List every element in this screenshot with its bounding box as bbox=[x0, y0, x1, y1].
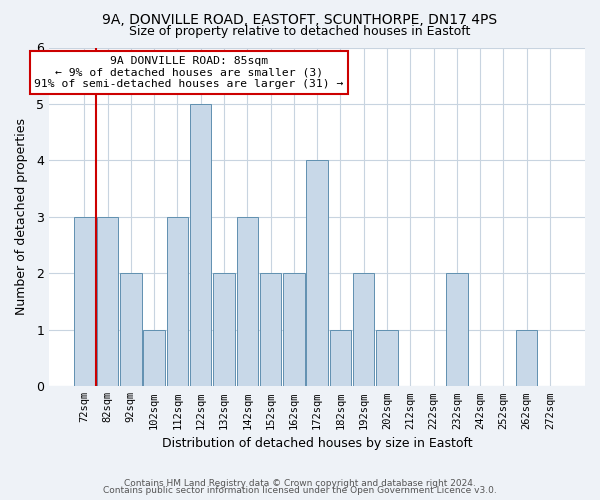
Bar bbox=[376, 330, 398, 386]
Bar bbox=[213, 274, 235, 386]
Text: 9A DONVILLE ROAD: 85sqm
← 9% of detached houses are smaller (3)
91% of semi-deta: 9A DONVILLE ROAD: 85sqm ← 9% of detached… bbox=[34, 56, 344, 89]
Bar bbox=[143, 330, 165, 386]
Y-axis label: Number of detached properties: Number of detached properties bbox=[15, 118, 28, 316]
Bar bbox=[236, 217, 258, 386]
Bar bbox=[446, 274, 467, 386]
Bar bbox=[353, 274, 374, 386]
Bar bbox=[97, 217, 118, 386]
Text: 9A, DONVILLE ROAD, EASTOFT, SCUNTHORPE, DN17 4PS: 9A, DONVILLE ROAD, EASTOFT, SCUNTHORPE, … bbox=[103, 12, 497, 26]
Bar bbox=[190, 104, 211, 387]
Text: Contains public sector information licensed under the Open Government Licence v3: Contains public sector information licen… bbox=[103, 486, 497, 495]
Bar bbox=[74, 217, 95, 386]
X-axis label: Distribution of detached houses by size in Eastoft: Distribution of detached houses by size … bbox=[162, 437, 472, 450]
Text: Size of property relative to detached houses in Eastoft: Size of property relative to detached ho… bbox=[130, 25, 470, 38]
Bar bbox=[329, 330, 351, 386]
Text: Contains HM Land Registry data © Crown copyright and database right 2024.: Contains HM Land Registry data © Crown c… bbox=[124, 478, 476, 488]
Bar bbox=[307, 160, 328, 386]
Bar bbox=[120, 274, 142, 386]
Bar bbox=[283, 274, 305, 386]
Bar bbox=[167, 217, 188, 386]
Bar bbox=[516, 330, 538, 386]
Bar bbox=[260, 274, 281, 386]
